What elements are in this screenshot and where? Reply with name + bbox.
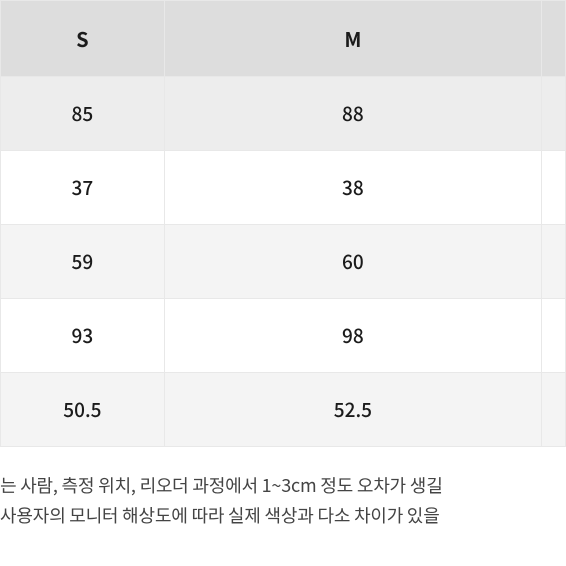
cell: 60 — [164, 225, 541, 299]
table-row: 59 60 — [1, 225, 566, 299]
cell-cut — [542, 225, 566, 299]
table-row: 93 98 — [1, 299, 566, 373]
cell: 88 — [164, 77, 541, 151]
col-header-cut — [542, 1, 566, 77]
measurement-notes: 는 사람, 측정 위치, 리오더 과정에서 1~3cm 정도 오차가 생길 사용… — [0, 471, 566, 530]
note-line-1: 는 사람, 측정 위치, 리오더 과정에서 1~3cm 정도 오차가 생길 — [0, 471, 566, 501]
cell: 52.5 — [164, 373, 541, 447]
cell: 37 — [1, 151, 165, 225]
table-row: 50.5 52.5 — [1, 373, 566, 447]
note-line-2: 사용자의 모니터 해상도에 따라 실제 색상과 다소 차이가 있을 — [0, 501, 566, 531]
cell: 50.5 — [1, 373, 165, 447]
table-row: 85 88 — [1, 77, 566, 151]
cell: 93 — [1, 299, 165, 373]
cell: 38 — [164, 151, 541, 225]
table-row: 37 38 — [1, 151, 566, 225]
col-header-s: S — [1, 1, 165, 77]
cell: 85 — [1, 77, 165, 151]
cell-cut — [542, 151, 566, 225]
col-header-m: M — [164, 1, 541, 77]
size-table: S M 85 88 37 38 59 60 93 98 50.5 52.5 — [0, 0, 566, 447]
cell: 98 — [164, 299, 541, 373]
cell-cut — [542, 373, 566, 447]
cell: 59 — [1, 225, 165, 299]
table-header-row: S M — [1, 1, 566, 77]
cell-cut — [542, 77, 566, 151]
cell-cut — [542, 299, 566, 373]
